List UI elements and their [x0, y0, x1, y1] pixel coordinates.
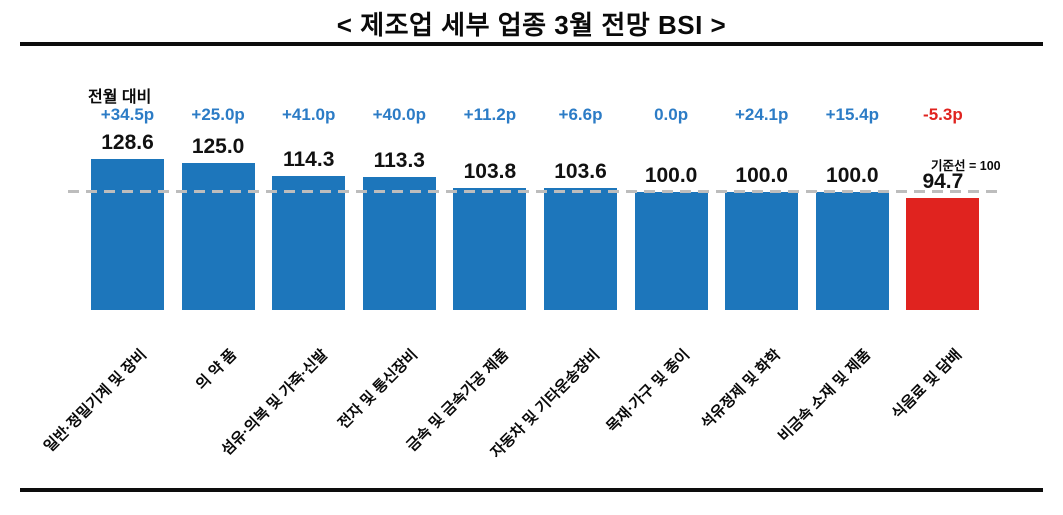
bar-delta-label: +34.5p	[100, 105, 155, 124]
chart-title: < 제조업 세부 업종 3월 전망 BSI >	[336, 10, 727, 40]
bar-delta-label: +15.4p	[825, 105, 879, 124]
category-label: 석유정제 및 화학	[697, 346, 784, 433]
bar	[544, 187, 617, 310]
bar	[91, 159, 164, 310]
bar-value-label: 100.0	[644, 164, 698, 187]
bar-delta-label: +6.6p	[558, 105, 603, 124]
bar-value-label: 94.7	[922, 170, 964, 194]
bar	[815, 192, 889, 310]
delta-caption: 전월 대비	[88, 89, 152, 106]
bar	[453, 187, 527, 310]
bar	[181, 163, 255, 310]
bar-value-label: 103.6	[554, 159, 607, 183]
bottom-divider-rule	[20, 488, 1043, 492]
category-label: 비금속 소재 및 제품	[775, 346, 875, 446]
bar-delta-label: +25.0p	[191, 105, 245, 124]
category-label: 목재·가구 및 종이	[603, 346, 694, 436]
bar-delta-label: 0.0p	[654, 105, 689, 124]
bar-value-label: 128.6	[101, 131, 154, 155]
bar-delta-label: +24.1p	[734, 105, 789, 124]
bar-value-label: 100.0	[826, 164, 879, 187]
bar	[362, 176, 436, 310]
category-label: 의 약 품	[193, 346, 241, 394]
category-label: 전자 및 통신장비	[335, 346, 422, 433]
bar-delta-label: +41.0p	[281, 105, 336, 124]
bar-value-label: 114.3	[282, 147, 335, 171]
bar	[906, 198, 980, 310]
category-label: 일반·정밀기계 및 장비	[40, 346, 150, 456]
bar-value-label: 113.3	[373, 148, 425, 172]
category-label: 식음료 및 담배	[888, 346, 966, 423]
baseline-dashed-line	[68, 190, 998, 193]
bar	[725, 192, 799, 310]
bar	[634, 192, 708, 310]
top-divider-rule	[20, 42, 1043, 46]
bar-delta-label: +40.0p	[372, 105, 426, 124]
bar-value-label: 100.0	[735, 164, 788, 187]
bar-delta-label: -5.3p	[923, 105, 963, 124]
bar-value-label: 103.8	[463, 159, 517, 183]
bar-value-label: 125.0	[191, 135, 245, 159]
bar-delta-label: +11.2p	[463, 105, 517, 124]
bar	[272, 175, 346, 310]
baseline-caption: 기준선 = 100	[931, 159, 1001, 173]
